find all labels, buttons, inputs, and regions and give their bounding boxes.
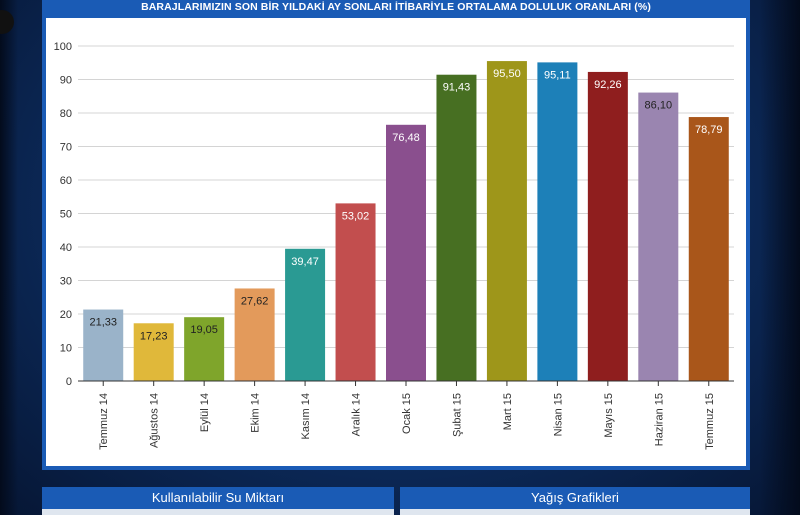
x-tick-label: Aralık 14	[351, 393, 363, 436]
bar-value-label: 95,11	[544, 69, 571, 81]
x-tick-label: Ağustos 14	[149, 393, 161, 448]
bar	[285, 248, 326, 381]
chart-panel: BARAJLARIMIZIN SON BİR YILDAKİ AY SONLAR…	[42, 0, 750, 470]
x-tick-label: Kasım 14	[300, 393, 312, 439]
bar-value-label: 53,02	[342, 210, 370, 222]
y-tick-label: 20	[60, 309, 72, 321]
x-tick-label: Şubat 15	[451, 393, 463, 437]
tab-content-strip-right	[400, 509, 750, 515]
y-tick-label: 100	[54, 41, 72, 53]
bar-value-label: 86,10	[645, 100, 673, 112]
y-tick-label: 90	[60, 75, 72, 87]
bar-value-label: 39,47	[291, 256, 319, 268]
bar	[537, 62, 578, 381]
right-edge-shade	[760, 0, 800, 515]
x-tick-label: Ekim 14	[250, 393, 262, 433]
bar	[335, 203, 376, 381]
bar	[184, 317, 225, 381]
y-tick-label: 50	[60, 209, 72, 221]
bar	[587, 71, 628, 381]
bar	[638, 92, 679, 381]
y-tick-label: 0	[66, 376, 72, 388]
x-tick-label: Nisan 15	[552, 393, 564, 436]
y-tick-label: 80	[60, 108, 72, 120]
bar-value-label: 76,48	[392, 132, 420, 144]
y-tick-label: 30	[60, 276, 72, 288]
y-tick-label: 40	[60, 242, 72, 254]
x-tick-label: Eylül 14	[199, 393, 211, 432]
bar	[486, 61, 527, 381]
corner-decoration	[0, 10, 14, 34]
x-tick-label: Ocak 15	[401, 393, 413, 434]
x-tick-label: Mart 15	[502, 393, 514, 430]
bar	[688, 117, 729, 381]
bar-value-label: 92,26	[594, 79, 622, 91]
y-tick-label: 70	[60, 142, 72, 154]
bar	[133, 323, 174, 381]
bar-value-label: 27,62	[241, 295, 269, 307]
x-tick-label: Mayıs 15	[603, 393, 615, 438]
x-tick-label: Temmuz 15	[704, 393, 716, 450]
bar	[436, 74, 477, 381]
bar-value-label: 21,33	[89, 317, 117, 329]
bar-value-label: 19,05	[190, 324, 218, 336]
bar-value-label: 78,79	[695, 124, 723, 136]
chart-title: BARAJLARIMIZIN SON BİR YILDAKİ AY SONLAR…	[46, 0, 746, 18]
bar	[234, 288, 275, 381]
y-tick-label: 60	[60, 175, 72, 187]
bar	[386, 124, 426, 382]
bar-chart: 0 10 20 30 40 50 60 70 80 90 100 21,33 Temmuz 14 17,2…	[54, 41, 734, 450]
x-tick-label: Haziran 15	[653, 393, 665, 446]
bar-value-label: 91,43	[443, 82, 471, 94]
tab-rainfall-charts[interactable]: Yağış Grafikleri	[400, 487, 750, 509]
bar-value-label: 95,50	[493, 68, 521, 80]
x-tick-label: Temmuz 14	[98, 393, 110, 450]
bar-value-label: 17,23	[140, 330, 168, 342]
bar	[83, 309, 124, 381]
tab-content-strip-left	[42, 509, 394, 515]
left-edge-shade	[0, 0, 18, 515]
tab-available-water[interactable]: Kullanılabilir Su Miktarı	[42, 487, 394, 509]
y-tick-label: 10	[60, 343, 72, 355]
